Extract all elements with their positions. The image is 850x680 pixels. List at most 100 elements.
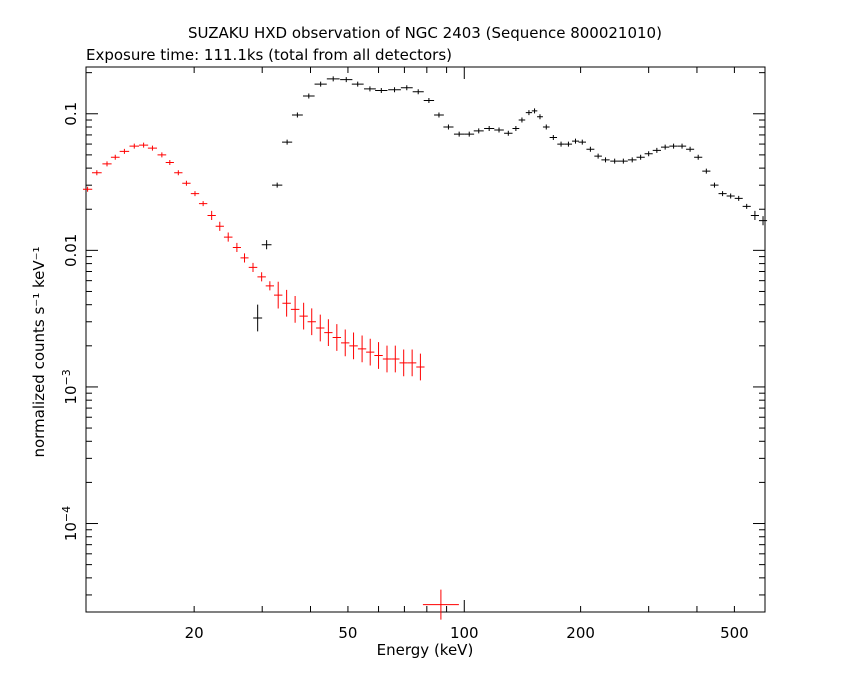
data-point bbox=[407, 349, 417, 377]
data-point bbox=[290, 295, 300, 323]
data-point bbox=[253, 304, 263, 332]
y-tick-label: 10−3 bbox=[60, 369, 80, 404]
data-point bbox=[366, 338, 375, 366]
data-point bbox=[750, 210, 759, 221]
data-point bbox=[742, 203, 751, 209]
data-point bbox=[282, 139, 293, 145]
data-point bbox=[207, 210, 216, 221]
data-point bbox=[324, 319, 333, 346]
data-point bbox=[248, 262, 258, 272]
data-point bbox=[601, 157, 610, 163]
data-point bbox=[232, 242, 241, 253]
data-point bbox=[282, 289, 291, 317]
x-tick-labels: 20 50 100 200 500 bbox=[185, 624, 749, 642]
data-point bbox=[412, 89, 424, 95]
data-point bbox=[400, 85, 413, 91]
data-point bbox=[375, 88, 388, 94]
data-point bbox=[542, 124, 550, 130]
data-point bbox=[572, 138, 579, 144]
y-tick-label: 0.01 bbox=[62, 234, 80, 267]
data-point bbox=[314, 81, 327, 87]
data-point bbox=[357, 335, 367, 363]
svg-text:10−3: 10−3 bbox=[60, 369, 80, 404]
series-2 bbox=[253, 76, 768, 332]
data-point bbox=[349, 332, 358, 360]
data-point bbox=[82, 186, 93, 192]
data-point bbox=[484, 126, 495, 132]
data-point bbox=[726, 193, 735, 199]
y-tick-label: 0.1 bbox=[62, 102, 80, 126]
data-point bbox=[388, 87, 401, 93]
data-point bbox=[686, 146, 695, 152]
data-point bbox=[382, 345, 392, 373]
data-point bbox=[374, 342, 383, 369]
series-1 bbox=[422, 589, 459, 620]
x-axis-label: Energy (keV) bbox=[377, 641, 474, 659]
data-point bbox=[652, 147, 661, 153]
data-point bbox=[669, 143, 678, 149]
data-point bbox=[332, 324, 342, 351]
data-point bbox=[758, 216, 768, 226]
data-point bbox=[129, 143, 140, 149]
data-point bbox=[257, 272, 266, 282]
data-point bbox=[702, 168, 711, 174]
data-point bbox=[157, 152, 167, 158]
data-point bbox=[422, 589, 459, 620]
data-point bbox=[302, 93, 315, 99]
svg-text:0.1: 0.1 bbox=[62, 102, 80, 126]
data-point bbox=[443, 124, 454, 130]
data-point bbox=[147, 145, 158, 151]
data-point bbox=[434, 112, 444, 118]
data-point bbox=[525, 110, 533, 116]
y-tick-labels: 0.1 0.01 10−3 10−4 bbox=[60, 102, 80, 541]
data-point bbox=[307, 308, 316, 336]
axis-ticks bbox=[86, 67, 766, 612]
data-point bbox=[473, 128, 484, 134]
data-point bbox=[518, 117, 526, 123]
data-point bbox=[299, 302, 308, 330]
data-point bbox=[391, 345, 400, 373]
data-point bbox=[190, 191, 200, 197]
data-point bbox=[586, 146, 595, 152]
data-point bbox=[182, 180, 191, 186]
data-point bbox=[198, 201, 208, 207]
data-point bbox=[416, 353, 425, 381]
x-tick-label: 500 bbox=[720, 624, 749, 642]
data-point bbox=[636, 154, 645, 160]
y-axis-label: normalized counts s⁻¹ keV⁻¹ bbox=[30, 246, 48, 457]
data-point bbox=[316, 314, 325, 342]
data-point bbox=[549, 135, 558, 141]
data-point bbox=[464, 131, 475, 137]
data-point bbox=[274, 281, 283, 309]
data-point bbox=[512, 126, 520, 132]
data-point bbox=[223, 232, 233, 242]
x-tick-label: 50 bbox=[338, 624, 357, 642]
data-point bbox=[557, 141, 565, 147]
data-point bbox=[364, 86, 376, 92]
x-tick-label: 100 bbox=[450, 624, 479, 642]
plot-frame bbox=[85, 66, 766, 613]
data-point bbox=[399, 349, 408, 377]
data-point bbox=[102, 161, 112, 167]
data-point bbox=[91, 170, 102, 176]
data-point bbox=[110, 154, 120, 160]
data-point bbox=[660, 144, 670, 150]
data-point bbox=[718, 191, 727, 197]
svg-text:0.01: 0.01 bbox=[62, 234, 80, 267]
data-point bbox=[677, 143, 687, 149]
data-point bbox=[139, 142, 149, 148]
y-tick-label: 10−4 bbox=[60, 506, 80, 541]
data-point bbox=[423, 98, 435, 104]
data-point bbox=[326, 76, 340, 82]
chart-title: SUZAKU HXD observation of NGC 2403 (Sequ… bbox=[188, 24, 662, 42]
data-point bbox=[710, 182, 719, 188]
data-series bbox=[82, 76, 768, 620]
svg-text:10−4: 10−4 bbox=[60, 506, 80, 541]
data-point bbox=[119, 148, 130, 154]
data-point bbox=[340, 77, 353, 83]
x-tick-label: 200 bbox=[566, 624, 595, 642]
data-point bbox=[610, 158, 620, 164]
data-point bbox=[594, 153, 602, 159]
data-point bbox=[694, 154, 703, 160]
